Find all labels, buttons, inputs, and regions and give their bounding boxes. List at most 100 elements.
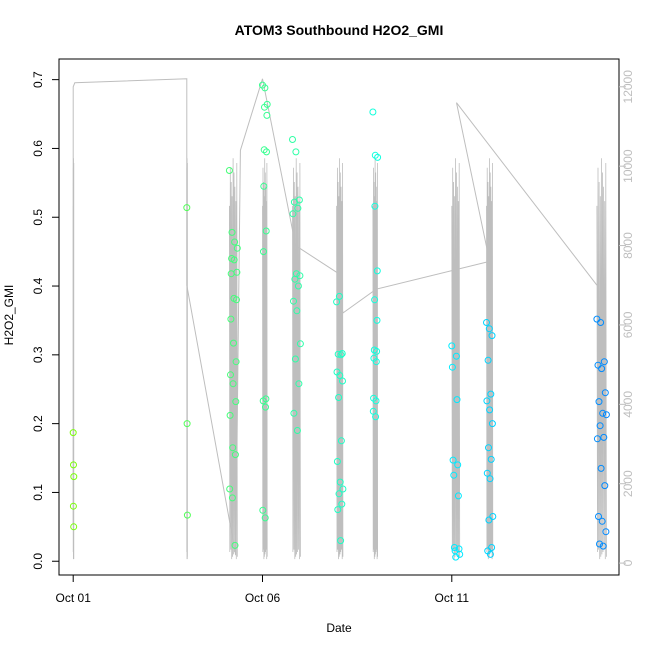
- data-point: [69, 502, 77, 510]
- data-point: [596, 422, 604, 430]
- data-point: [261, 514, 269, 522]
- y-tick-label: 0.2: [31, 415, 45, 432]
- altitude-profile: [451, 158, 461, 560]
- y-axis-label: H2O2_GMI: [2, 285, 16, 346]
- data-point: [598, 517, 606, 525]
- data-point: [261, 103, 268, 111]
- data-point: [336, 478, 344, 486]
- data-point: [601, 389, 609, 397]
- y2-tick-label: 10000: [621, 149, 635, 183]
- data-point: [373, 316, 381, 324]
- data-point: [338, 350, 346, 357]
- data-point: [290, 409, 298, 417]
- data-point: [290, 297, 297, 305]
- data-point: [487, 390, 495, 398]
- data-point: [595, 398, 603, 406]
- data-point: [599, 409, 607, 417]
- data-point: [602, 411, 610, 419]
- data-point: [263, 148, 270, 156]
- plot-frame: [58, 58, 620, 576]
- data-point: [232, 358, 240, 366]
- data-point: [449, 456, 457, 464]
- data-point: [334, 350, 342, 358]
- data-point: [486, 475, 494, 483]
- y-tick-label: 0.0: [31, 553, 45, 570]
- data-point: [263, 111, 271, 119]
- data-point: [183, 511, 191, 519]
- data-point: [262, 403, 269, 411]
- data-point: [230, 339, 237, 347]
- y-tick-label: 0.5: [31, 209, 45, 226]
- data-point: [371, 202, 379, 210]
- data-point: [488, 420, 496, 428]
- data-point: [452, 352, 460, 360]
- data-point: [335, 490, 343, 498]
- altitude-profile: [372, 158, 378, 560]
- data-point: [70, 461, 77, 469]
- data-point: [452, 553, 460, 561]
- x-tick-label: Oct 06: [245, 591, 281, 605]
- data-point: [372, 358, 380, 366]
- x-tick-label: Oct 11: [435, 591, 470, 605]
- data-point: [230, 256, 238, 264]
- data-point: [291, 275, 299, 283]
- data-point: [227, 315, 235, 323]
- y-tick-label: 0.4: [31, 277, 45, 294]
- data-point: [593, 435, 601, 443]
- data-point: [454, 461, 462, 469]
- data-point: [489, 513, 497, 520]
- altitude-profile: [486, 158, 494, 560]
- axes-layer: 0.0 0.1 0.2 0.3 0.4 0.5 0.6 0.7 0 2000 4000 6000 800…: [31, 70, 635, 605]
- data-point: [228, 494, 236, 502]
- data-point: [488, 544, 496, 551]
- data-point: [233, 296, 240, 304]
- data-point: [261, 84, 269, 92]
- data-point: [295, 380, 303, 388]
- data-point: [231, 238, 239, 246]
- data-point: [259, 506, 267, 514]
- data-point: [488, 332, 496, 340]
- data-point: [262, 227, 270, 235]
- y-tick-label: 0.6: [31, 140, 45, 157]
- altitude-layer: [72, 78, 607, 560]
- data-point: [596, 540, 603, 548]
- data-point: [293, 307, 301, 315]
- data-point: [602, 528, 610, 536]
- data-point: [601, 482, 609, 490]
- data-point: [296, 272, 304, 280]
- data-point: [372, 397, 380, 405]
- data-point: [289, 210, 297, 218]
- altitude-series-line: [72, 78, 598, 556]
- altitude-profile: [292, 158, 301, 560]
- data-point: [183, 420, 191, 428]
- chart-title: ATOM3 Southbound H2O2_GMI: [235, 22, 444, 38]
- y2-tick-label: 8000: [621, 232, 635, 259]
- data-point: [290, 198, 298, 206]
- data-point: [335, 292, 343, 300]
- data-point: [338, 500, 346, 508]
- data-point: [293, 427, 301, 434]
- data-point: [232, 398, 240, 406]
- altitude-profile: [186, 158, 188, 560]
- data-point: [372, 413, 380, 421]
- altitude-profile: [72, 158, 75, 560]
- data-point: [226, 411, 234, 419]
- data-point: [484, 356, 492, 364]
- data-point: [291, 355, 299, 363]
- data-point: [233, 244, 241, 252]
- data-point: [225, 167, 233, 174]
- data-point: [373, 267, 381, 275]
- altitude-profile: [336, 158, 344, 560]
- data-point: [486, 406, 494, 414]
- y2-tick-label: 12000: [621, 70, 635, 104]
- data-point: [183, 204, 191, 212]
- data-point: [227, 270, 235, 278]
- data-point: [335, 394, 343, 401]
- data-point: [229, 444, 237, 452]
- data-point: [595, 513, 602, 520]
- data-point: [339, 485, 347, 493]
- data-point: [226, 485, 234, 493]
- data-point: [485, 325, 493, 333]
